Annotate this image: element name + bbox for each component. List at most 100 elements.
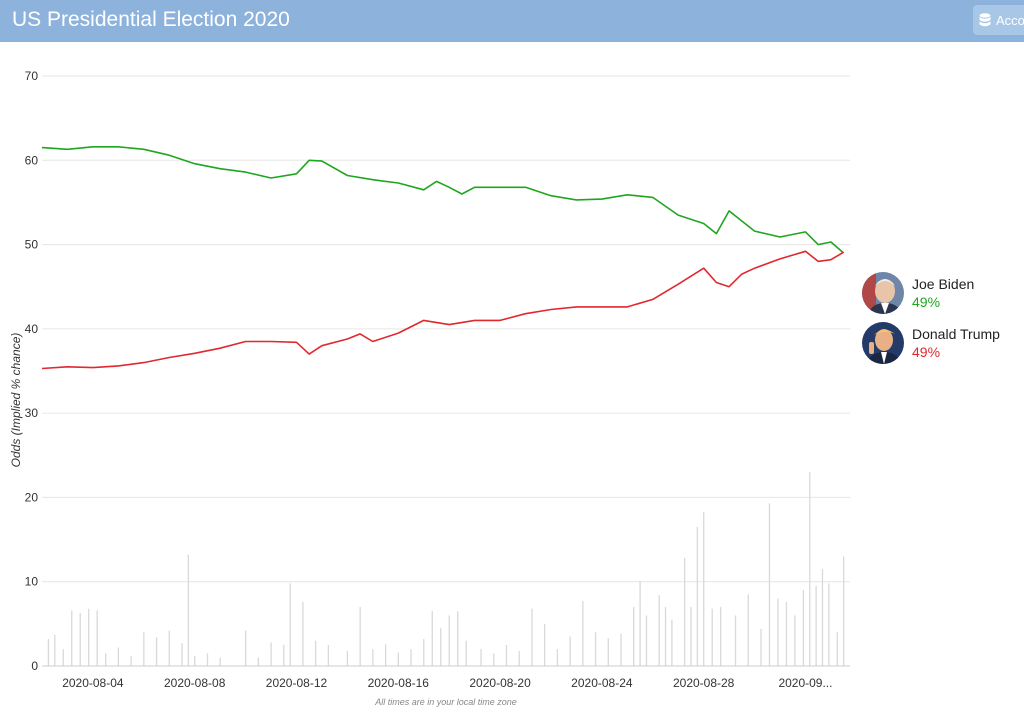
- timezone-footnote: All times are in your local time zone: [374, 697, 517, 707]
- grid-lines: [42, 75, 850, 583]
- volume-bar-61: [720, 607, 722, 666]
- account-button[interactable]: Account: [973, 5, 1024, 35]
- volume-bar-66: [777, 598, 779, 666]
- app-header: US Presidential Election 2020 Account: [0, 0, 1024, 42]
- volume-bar-41: [518, 650, 520, 666]
- volume-bar-31: [410, 649, 412, 666]
- volume-bar-51: [639, 580, 641, 666]
- volume-bar-75: [843, 556, 845, 666]
- x-tick-label-1: 2020-08-08: [164, 676, 226, 690]
- volume-bar-26: [346, 650, 349, 666]
- volume-bar-28: [372, 649, 374, 666]
- volume-bar-35: [448, 615, 450, 666]
- volume-bar-27: [359, 607, 361, 666]
- volume-bar-56: [683, 558, 686, 666]
- volume-bar-44: [556, 649, 559, 666]
- volume-bar-23: [302, 601, 304, 666]
- legend-item-trump[interactable]: Donald Trump 49%: [862, 322, 1022, 372]
- volume-bar-15: [194, 655, 196, 666]
- volume-bar-38: [480, 649, 482, 666]
- volume-bar-72: [821, 569, 824, 666]
- volume-bar-16: [206, 653, 209, 666]
- y-tick-label-20: 20: [25, 490, 39, 504]
- volume-bar-33: [431, 611, 433, 666]
- volume-bar-37: [465, 640, 467, 666]
- database-icon: [979, 13, 991, 27]
- volume-bar-29: [384, 644, 387, 666]
- volume-bar-21: [283, 644, 285, 666]
- legend-pct-trump: 49%: [912, 344, 941, 360]
- volume-bar-2: [62, 649, 64, 666]
- volume-bar-19: [257, 657, 260, 666]
- volume-bar-64: [760, 628, 762, 666]
- volume-bar-47: [594, 632, 597, 666]
- volume-bar-68: [794, 615, 796, 666]
- volume-bar-14: [187, 554, 190, 666]
- volume-bar-62: [734, 615, 737, 666]
- volume-bar-48: [607, 638, 609, 666]
- volume-bar-8: [117, 647, 120, 666]
- legend-item-biden[interactable]: Joe Biden 49%: [862, 272, 1022, 322]
- legend: Joe Biden 49% Donald Trump 49%: [862, 272, 1022, 372]
- volume-bar-52: [645, 615, 648, 666]
- volume-bar-71: [815, 585, 817, 666]
- y-axis-ticks: 0 10 20 30 40 50 60 70: [25, 69, 39, 673]
- volume-bar-4: [79, 612, 81, 666]
- y-tick-label-60: 60: [25, 153, 39, 167]
- volume-bar-63: [747, 594, 749, 666]
- volume-bar-17: [219, 657, 221, 666]
- volume-bar-11: [155, 637, 158, 666]
- volume-bar-73: [828, 583, 830, 666]
- volume-bar-70: [809, 472, 811, 666]
- y-tick-label-0: 0: [31, 659, 38, 673]
- odds-chart: 0 10 20 30 40 50 60 70 2020-08-04 2020-08-08 2020…: [0, 42, 1024, 722]
- avatar-trump: [862, 322, 904, 364]
- volume-bar-53: [658, 595, 660, 666]
- x-tick-label-3: 2020-08-16: [368, 676, 430, 690]
- legend-pct-biden: 49%: [912, 294, 941, 310]
- volume-bar-60: [711, 608, 713, 666]
- volume-bars: [47, 472, 845, 666]
- volume-bar-45: [569, 636, 571, 666]
- volume-bar-5: [88, 608, 90, 666]
- x-tick-label-0: 2020-08-04: [62, 676, 124, 690]
- volume-bar-67: [785, 601, 788, 666]
- volume-bar-18: [244, 630, 247, 666]
- y-tick-label-70: 70: [25, 69, 39, 83]
- x-tick-label-6: 2020-08-28: [673, 676, 735, 690]
- volume-bar-54: [664, 607, 667, 666]
- page-title: US Presidential Election 2020: [12, 8, 290, 31]
- volume-bar-25: [327, 644, 329, 666]
- volume-bar-40: [505, 644, 508, 666]
- volume-bar-57: [690, 607, 692, 666]
- volume-bar-74: [836, 632, 838, 666]
- volume-bar-22: [289, 583, 291, 666]
- series-line-trump: [41, 250, 845, 370]
- volume-bar-36: [457, 611, 459, 666]
- series-lines: [41, 146, 845, 370]
- volume-bar-69: [802, 590, 805, 666]
- volume-bar-24: [314, 640, 317, 666]
- volume-bar-3: [71, 610, 73, 666]
- x-tick-label-5: 2020-08-24: [571, 676, 633, 690]
- series-line-biden: [41, 146, 845, 254]
- volume-bar-39: [493, 653, 495, 666]
- x-tick-label-7: 2020-09...: [778, 676, 832, 690]
- volume-bar-50: [633, 607, 635, 666]
- volume-bar-6: [96, 610, 98, 666]
- x-axis-ticks: 2020-08-04 2020-08-08 2020-08-12 2020-08-16…: [62, 676, 832, 690]
- account-button-label: Account: [996, 12, 1024, 28]
- y-tick-label-40: 40: [25, 322, 39, 336]
- volume-bar-65: [768, 503, 771, 666]
- volume-bar-55: [671, 619, 673, 666]
- volume-bar-42: [531, 608, 533, 666]
- volume-bar-20: [270, 642, 272, 666]
- volume-bar-9: [130, 655, 132, 666]
- volume-bar-43: [544, 623, 546, 666]
- y-axis-title: Odds (Implied % chance): [9, 333, 23, 468]
- volume-bar-7: [105, 653, 107, 666]
- volume-bar-49: [620, 633, 622, 666]
- volume-bar-12: [168, 630, 170, 666]
- y-tick-label-50: 50: [25, 238, 39, 252]
